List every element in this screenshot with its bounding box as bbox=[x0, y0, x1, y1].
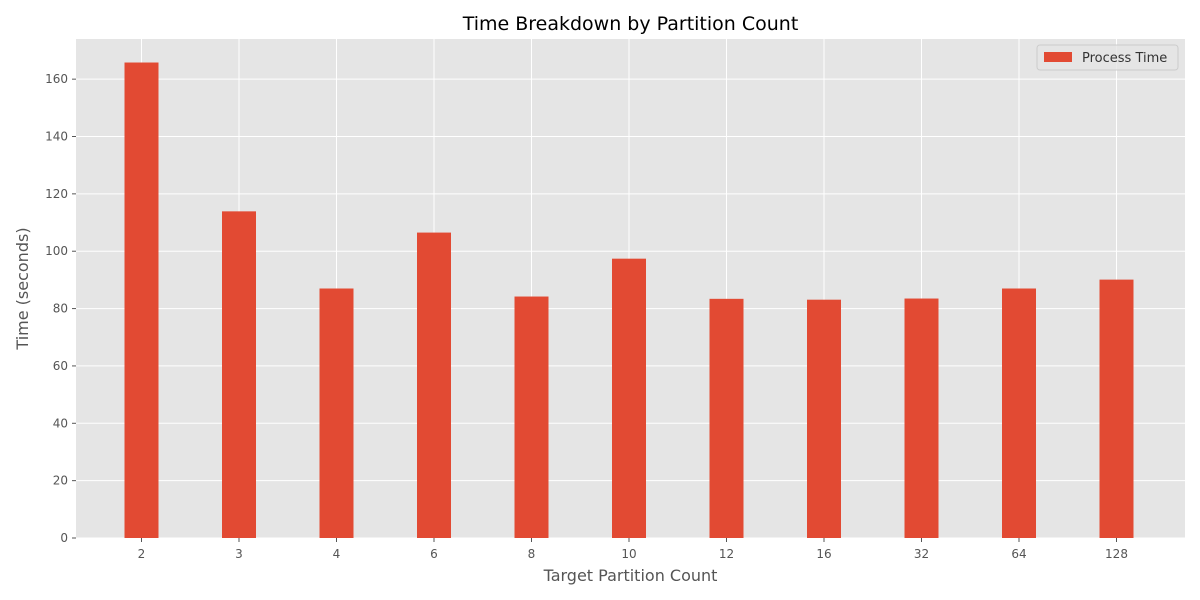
x-tick-label: 8 bbox=[528, 547, 536, 561]
y-tick-label: 140 bbox=[45, 130, 68, 144]
legend: Process Time bbox=[1036, 44, 1179, 71]
bar-8 bbox=[514, 296, 549, 538]
legend-box bbox=[1036, 44, 1179, 71]
y-tick-label: 0 bbox=[60, 531, 68, 545]
x-axis-title: Target Partition Count bbox=[543, 566, 718, 585]
bars bbox=[124, 62, 1134, 539]
x-tick-label: 128 bbox=[1105, 547, 1128, 561]
bar-128 bbox=[1099, 279, 1134, 538]
x-tick-label: 12 bbox=[719, 547, 734, 561]
y-tick-label: 120 bbox=[45, 187, 68, 201]
bar-12 bbox=[709, 298, 744, 538]
y-tick-label: 100 bbox=[45, 244, 68, 258]
x-tick-label: 10 bbox=[621, 547, 636, 561]
bar-64 bbox=[1002, 288, 1036, 538]
legend-swatch bbox=[1044, 52, 1072, 62]
x-tick-label: 2 bbox=[138, 547, 146, 561]
chart-title: Time Breakdown by Partition Count bbox=[462, 13, 799, 35]
bar-3 bbox=[222, 211, 256, 538]
bar-2 bbox=[124, 62, 159, 539]
y-axis-title: Time (seconds) bbox=[13, 227, 32, 350]
bar-10 bbox=[612, 258, 646, 538]
x-tick-label: 4 bbox=[333, 547, 341, 561]
x-tick-label: 32 bbox=[914, 547, 929, 561]
y-tick-label: 40 bbox=[53, 416, 68, 430]
bar-16 bbox=[807, 299, 841, 538]
x-axis-ticks: 2 3 4 6 8 10 12 16 32 64 128 bbox=[138, 538, 1128, 561]
x-tick-label: 64 bbox=[1011, 547, 1026, 561]
x-tick-label: 3 bbox=[235, 547, 243, 561]
x-tick-label: 6 bbox=[430, 547, 438, 561]
y-tick-label: 160 bbox=[45, 72, 68, 86]
bar-4 bbox=[319, 288, 354, 538]
y-tick-label: 20 bbox=[53, 474, 68, 488]
bar-32 bbox=[904, 298, 939, 538]
x-tick-label: 16 bbox=[816, 547, 831, 561]
y-tick-label: 60 bbox=[53, 359, 68, 373]
bar-6 bbox=[417, 232, 451, 539]
legend-label: Process Time bbox=[1082, 51, 1167, 66]
y-axis-ticks: 0 20 40 60 80 100 120 140 160 bbox=[45, 72, 76, 545]
y-tick-label: 80 bbox=[53, 302, 68, 316]
